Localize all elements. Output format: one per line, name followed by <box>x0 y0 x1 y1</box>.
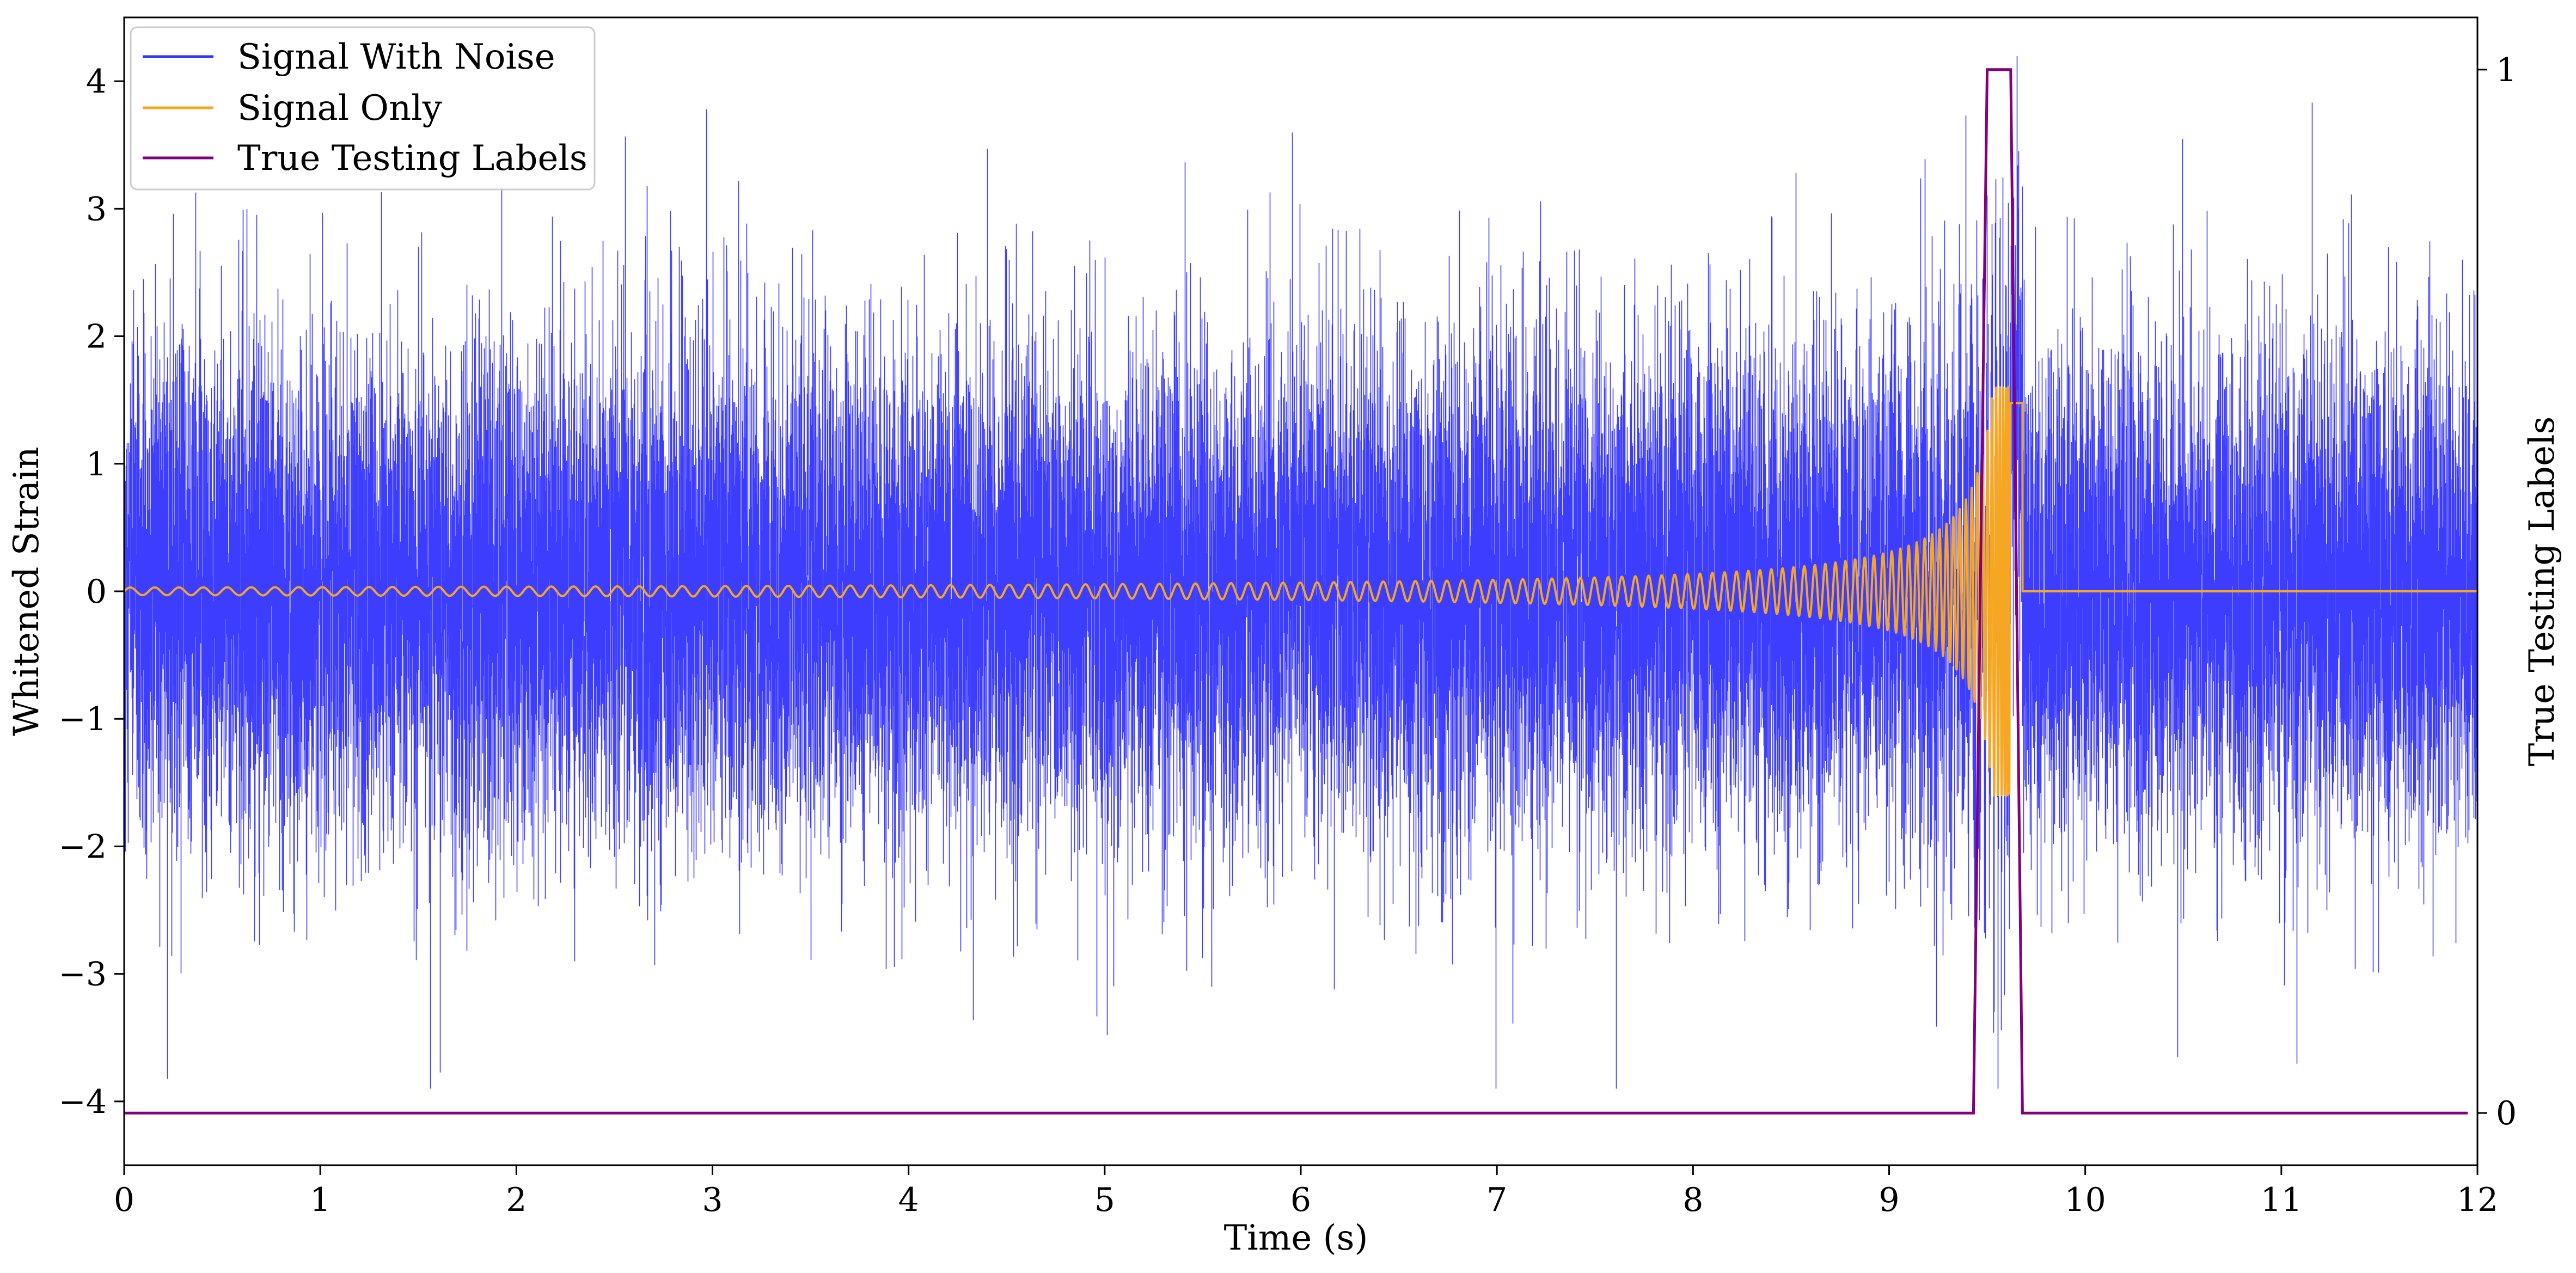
y-tick-label: −4 <box>59 1083 107 1121</box>
x-tick-label: 0 <box>114 1181 134 1219</box>
x-axis-label: Time (s) <box>1224 1218 1368 1258</box>
y-tick-label: 4 <box>86 63 107 101</box>
x-tick-label: 3 <box>702 1181 723 1219</box>
y-tick-label: 3 <box>86 190 107 228</box>
legend-label-true-testing-labels: True Testing Labels <box>237 138 588 179</box>
y-tick-label: −1 <box>59 700 107 738</box>
y2-axis-label: True Testing Labels <box>2522 417 2562 767</box>
y-tick-label: −3 <box>59 956 107 994</box>
legend-label-signal-with-noise: Signal With Noise <box>237 37 555 77</box>
true-testing-labels-series <box>124 68 2468 1115</box>
true-testing-labels-line <box>124 68 2468 1115</box>
x-tick-label: 6 <box>1290 1181 1311 1219</box>
y-tick-label: 1 <box>86 445 107 484</box>
x-tick-label: 5 <box>1094 1181 1115 1219</box>
x-tick-label: 1 <box>310 1181 331 1219</box>
y2-axis-ticks: 01 <box>2477 51 2517 1133</box>
x-tick-label: 7 <box>1486 1181 1507 1219</box>
x-axis-ticks: 0 1 2 3 4 5 6 7 8 9 10 11 12 <box>114 1165 2498 1219</box>
x-tick-label: 2 <box>506 1181 527 1219</box>
y2-tick-label: 1 <box>2496 51 2517 89</box>
legend: Signal With Noise Signal Only True Testi… <box>130 26 596 191</box>
x-tick-label: 8 <box>1682 1181 1703 1219</box>
x-tick-label: 11 <box>2261 1181 2302 1219</box>
legend-label-signal-only: Signal Only <box>237 88 442 128</box>
y2-tick-label: 0 <box>2496 1094 2517 1133</box>
y-tick-label: 2 <box>86 318 107 356</box>
x-tick-label: 10 <box>2064 1181 2106 1219</box>
x-tick-label: 9 <box>1879 1181 1899 1219</box>
signal-only-line <box>124 386 2477 797</box>
y-tick-label: −2 <box>59 828 107 866</box>
y-axis-label: Whitened Strain <box>7 446 47 736</box>
y-axis-ticks: −4 −3 −2 −1 0 1 2 3 4 <box>59 63 124 1121</box>
x-tick-label: 12 <box>2457 1181 2498 1219</box>
y-tick-label: 0 <box>86 573 107 611</box>
signal-only-series <box>124 386 2477 797</box>
legend-box <box>130 26 596 191</box>
x-tick-label: 4 <box>898 1181 919 1219</box>
